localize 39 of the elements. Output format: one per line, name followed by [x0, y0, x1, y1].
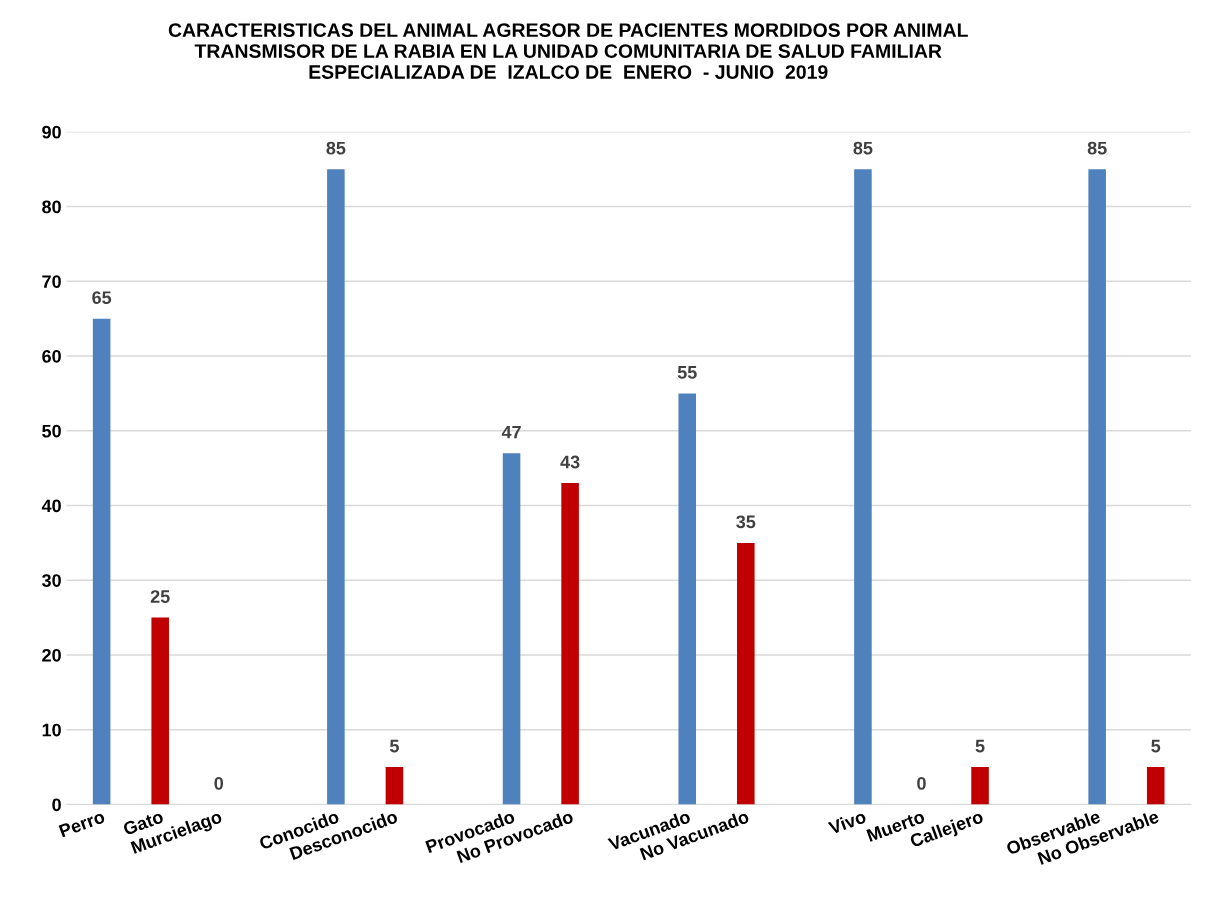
bar: [561, 483, 579, 805]
data-label: 5: [975, 739, 985, 753]
y-tick-label: 60: [42, 349, 61, 363]
y-tick-label: 80: [42, 200, 61, 214]
bar: [92, 318, 111, 805]
data-label: 47: [501, 425, 521, 439]
y-tick-label: 20: [42, 648, 61, 662]
y-tick-label: 40: [41, 499, 61, 513]
x-tick-label: Vivo: [827, 809, 867, 835]
y-tick-label: 90: [42, 125, 61, 139]
data-label: 85: [1087, 141, 1107, 155]
bar: [1146, 767, 1165, 805]
bar: [737, 542, 755, 805]
data-label: 25: [150, 590, 170, 603]
bar: [385, 767, 404, 805]
bar: [502, 453, 521, 805]
data-label: 85: [853, 141, 873, 155]
bar: [1088, 169, 1106, 805]
data-label: 43: [560, 455, 580, 469]
x-tick-label: Perro: [58, 810, 106, 838]
y-tick-label: 30: [41, 574, 61, 587]
data-label: 55: [677, 366, 697, 379]
y-tick-label: 10: [42, 723, 61, 737]
data-label: 5: [389, 739, 399, 753]
y-tick-label: 70: [42, 275, 61, 289]
chart-title: CARACTERISTICAS DEL ANIMAL AGRESOR DE PACIENTES MORDIDOS POR ANIMAL TRANSMISOR DE LA RABIA EN LA UNIDAD COMUNITARIA DE SALUD FAMILIAR ESPECIALIZADA DE IZALCO DE ENERO - JUNIO 2019: [168, 23, 968, 79]
bar: [678, 393, 697, 805]
bar: [854, 169, 872, 805]
bar: [327, 169, 345, 805]
data-label: 0: [214, 777, 224, 790]
bar: [151, 617, 169, 805]
y-tick-label: 0: [52, 798, 61, 812]
data-label: 35: [736, 515, 756, 529]
data-label: 65: [92, 291, 112, 304]
data-label: 0: [917, 777, 926, 790]
bar: [971, 767, 989, 805]
data-label: 85: [326, 141, 346, 155]
data-label: 5: [1151, 739, 1161, 753]
y-tick-label: 50: [42, 424, 61, 438]
